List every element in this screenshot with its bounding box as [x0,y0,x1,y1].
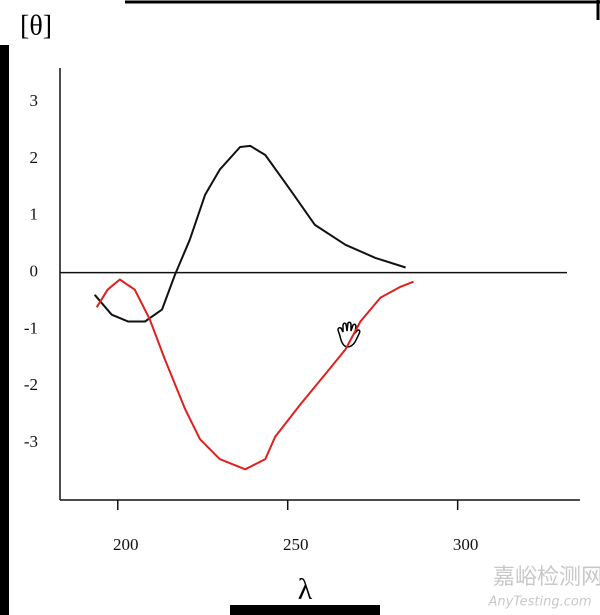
x-tick-label: 300 [453,535,479,554]
y-tick-label: 2 [30,148,39,167]
x-axis-label: λ [298,573,313,606]
watermark-title: 嘉峪检测网 [493,565,600,590]
y-tick-label: -1 [24,318,38,337]
y-tick-label: 3 [30,91,39,110]
y-tick-label: 0 [30,262,39,281]
frame-edge [0,45,9,615]
x-tick-label: 250 [283,535,309,554]
y-axis-label: [θ] [20,10,52,41]
series-line [93,144,406,323]
hand-cursor [337,321,361,348]
y-tick-label: 1 [30,205,39,224]
frame-edge [230,605,380,615]
watermark-url: AnyTesting.com [487,595,591,610]
y-tick-label: -2 [24,375,38,394]
y-tick-label: -3 [24,432,38,451]
x-tick-label: 200 [113,535,139,554]
series-line [95,278,414,471]
